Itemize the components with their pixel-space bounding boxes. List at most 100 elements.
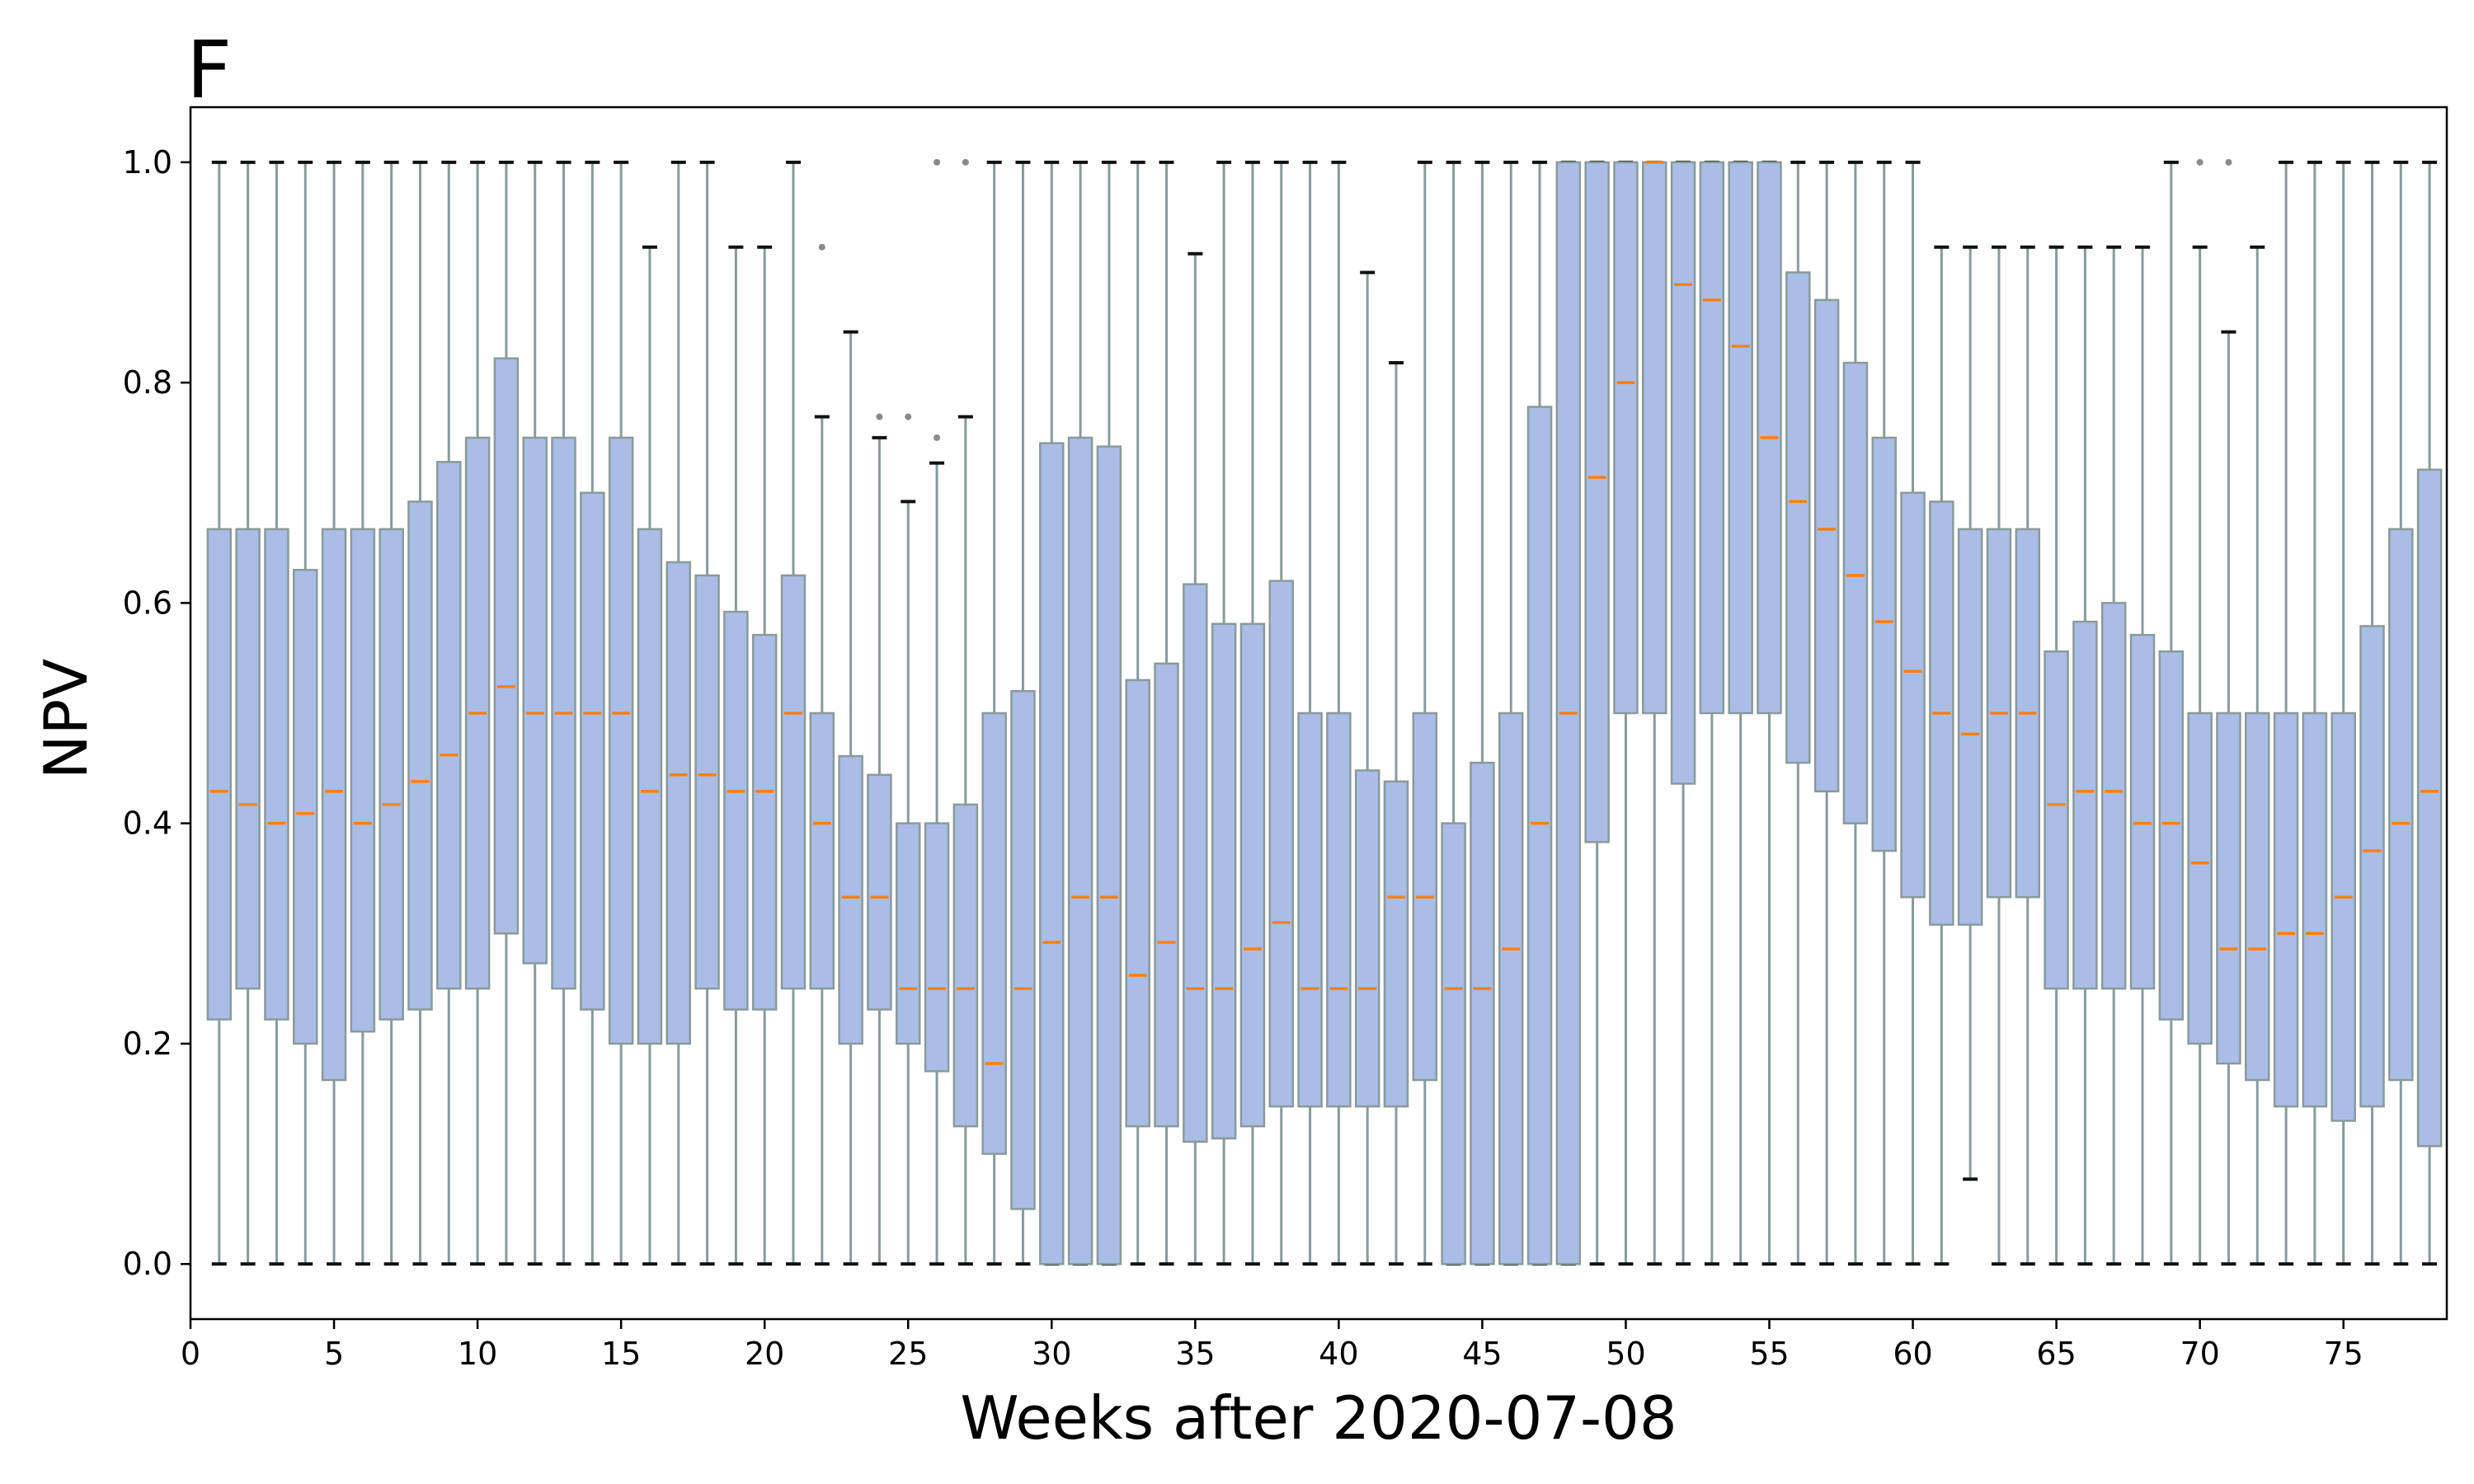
box-week-60 (1900, 160, 1926, 1266)
box-iqr (2359, 625, 2385, 1108)
box-week-48 (1555, 160, 1582, 1266)
box-iqr (809, 711, 835, 990)
box-week-39 (1297, 160, 1323, 1266)
box-iqr (867, 773, 892, 1011)
box-week-56 (1785, 160, 1811, 1266)
box-week-19 (723, 245, 749, 1266)
box-iqr (2187, 711, 2213, 1045)
box-week-54 (1728, 160, 1753, 1266)
box-week-23 (838, 330, 863, 1266)
box-iqr (2273, 711, 2299, 1108)
box-week-62 (1957, 245, 1983, 1181)
box-week-65 (2044, 245, 2069, 1266)
x-tick-label: 0 (181, 1336, 200, 1372)
box-week-75 (2331, 160, 2356, 1266)
box-week-44 (1441, 160, 1466, 1266)
box-week-16 (637, 245, 663, 1266)
box-week-71 (2216, 158, 2241, 1266)
box-iqr (666, 561, 692, 1045)
box-iqr (1813, 298, 1840, 793)
box-iqr (1183, 583, 1208, 1144)
box-iqr (1096, 445, 1122, 1266)
y-axis: 0.0 0.2 0.4 0.6 0.8 1.0 (123, 144, 190, 1282)
box-iqr (522, 436, 548, 965)
box-week-21 (780, 160, 807, 1266)
box-iqr (924, 822, 950, 1073)
box-iqr (1842, 361, 1869, 824)
x-tick-label: 30 (1032, 1336, 1071, 1372)
box-week-2 (235, 160, 261, 1266)
box-iqr (1871, 436, 1897, 852)
y-tick-label: 0.0 (123, 1246, 172, 1282)
box-iqr (1441, 822, 1466, 1266)
box-iqr (1239, 622, 1266, 1128)
box-iqr (1125, 679, 1150, 1128)
outlier-point (2225, 158, 2232, 166)
box-iqr (2044, 650, 2069, 990)
x-tick-label: 60 (1893, 1336, 1932, 1372)
x-tick-label: 20 (745, 1336, 784, 1372)
box-iqr (1297, 711, 1323, 1108)
box-iqr (1584, 161, 1610, 843)
box-week-59 (1871, 160, 1897, 1266)
box-iqr (1670, 161, 1696, 785)
box-week-55 (1757, 160, 1782, 1266)
box-iqr (436, 461, 462, 990)
box-iqr (2416, 468, 2443, 1148)
box-iqr (1383, 780, 1409, 1108)
x-tick-label: 35 (1175, 1336, 1215, 1372)
y-tick-label: 0.2 (123, 1026, 172, 1062)
box-week-53 (1699, 160, 1725, 1266)
box-week-70 (2187, 158, 2213, 1266)
box-iqr (1785, 271, 1811, 764)
outlier-point (962, 158, 969, 166)
box-iqr (2331, 711, 2356, 1122)
box-week-15 (608, 160, 634, 1266)
box-iqr (1010, 690, 1036, 1210)
x-tick-label: 65 (2036, 1336, 2076, 1372)
box-week-13 (551, 160, 576, 1266)
outlier-point (818, 243, 825, 251)
x-axis-label: Weeks after 2020-07-08 (960, 1383, 1677, 1453)
outlier-point (876, 413, 883, 420)
box-week-64 (2015, 245, 2041, 1266)
box-iqr (264, 528, 289, 1021)
box-week-76 (2359, 160, 2385, 1266)
box-iqr (1154, 662, 1179, 1128)
box-iqr (321, 528, 347, 1082)
y-tick-label: 1.0 (123, 144, 172, 181)
box-week-33 (1125, 160, 1150, 1266)
box-iqr (1642, 161, 1667, 715)
box-week-46 (1498, 160, 1524, 1266)
box-week-34 (1154, 160, 1179, 1266)
box-iqr (206, 528, 233, 1021)
box-week-17 (666, 160, 692, 1266)
box-week-12 (522, 160, 548, 1266)
box-week-72 (2245, 245, 2270, 1266)
box-iqr (2302, 711, 2328, 1108)
box-week-43 (1412, 160, 1438, 1266)
outlier-point (905, 413, 912, 420)
box-week-58 (1842, 160, 1869, 1266)
box-week-31 (1067, 160, 1094, 1266)
box-iqr (2245, 711, 2270, 1082)
box-iqr (1211, 622, 1237, 1140)
box-week-78 (2416, 160, 2443, 1266)
box-iqr (751, 633, 778, 1011)
box-week-11 (493, 160, 520, 1266)
box-week-77 (2388, 160, 2414, 1266)
x-axis: 0 5 10 15 20 25 30 35 40 45 50 55 60 65 70 75 (181, 1319, 2363, 1372)
box-iqr (2388, 528, 2414, 1082)
box-week-26 (924, 158, 950, 1266)
box-week-8 (407, 160, 433, 1266)
box-iqr (379, 528, 404, 1021)
box-iqr (952, 803, 979, 1128)
box-iqr (407, 500, 433, 1011)
box-week-68 (2129, 245, 2156, 1266)
box-iqr (1900, 491, 1926, 899)
box-iqr (1613, 161, 1639, 715)
box-week-1 (206, 160, 233, 1266)
box-iqr (2100, 602, 2127, 990)
box-week-49 (1584, 160, 1610, 1266)
outlier-point (934, 158, 941, 166)
